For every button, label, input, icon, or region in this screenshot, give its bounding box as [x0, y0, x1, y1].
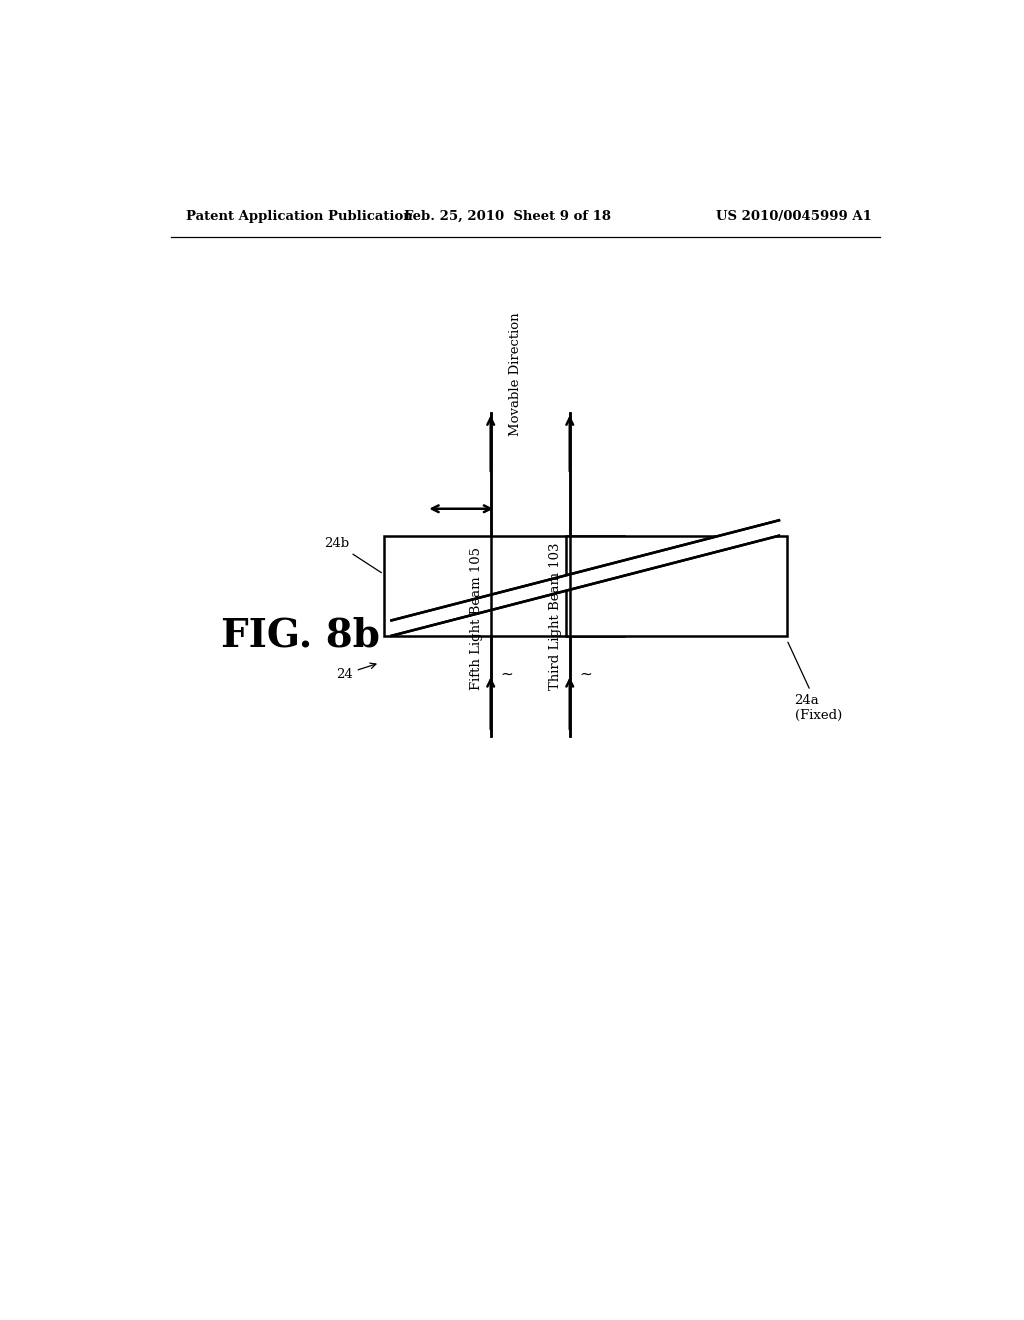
Text: ∼: ∼: [579, 667, 592, 682]
Text: US 2010/0045999 A1: US 2010/0045999 A1: [716, 210, 872, 223]
Text: 24: 24: [336, 663, 376, 681]
Polygon shape: [391, 520, 779, 636]
Text: ∼: ∼: [500, 667, 513, 682]
Text: 24b: 24b: [324, 537, 381, 573]
Text: Movable Direction: Movable Direction: [509, 312, 522, 436]
Text: Third Light Beam 103: Third Light Beam 103: [549, 543, 562, 689]
Bar: [384, 536, 624, 636]
Text: Fifth Light Beam 105: Fifth Light Beam 105: [470, 546, 483, 689]
Text: FIG. 8b: FIG. 8b: [221, 616, 380, 655]
Text: Feb. 25, 2010  Sheet 9 of 18: Feb. 25, 2010 Sheet 9 of 18: [404, 210, 611, 223]
Text: 24a
(Fixed): 24a (Fixed): [787, 642, 842, 722]
Text: Patent Application Publication: Patent Application Publication: [186, 210, 413, 223]
Bar: [566, 536, 786, 636]
